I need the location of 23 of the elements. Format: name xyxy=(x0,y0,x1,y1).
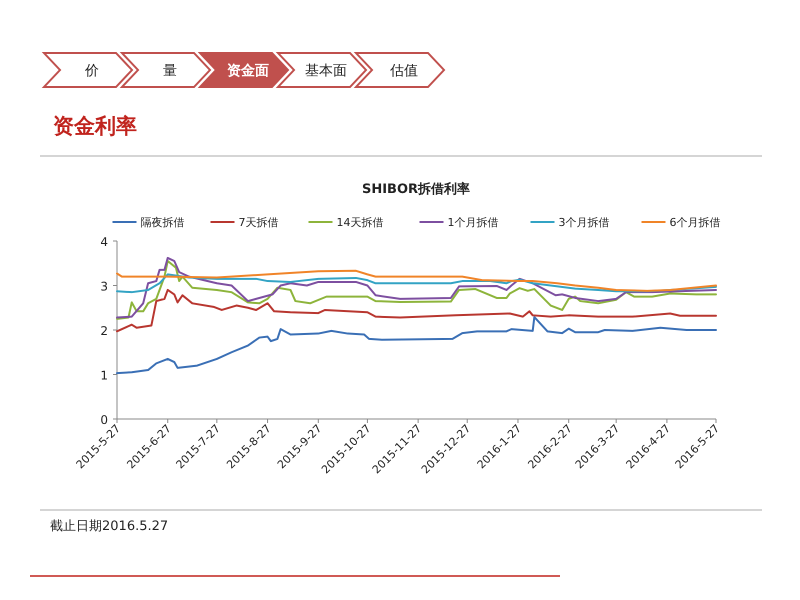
line-series xyxy=(116,273,717,294)
text: 截止日期2016.5.27 xyxy=(50,519,168,534)
tab: 价 xyxy=(42,52,134,88)
y-tick-label: 1 xyxy=(100,368,108,382)
legend-label: 6个月拆借 xyxy=(670,216,720,229)
tab: 估值 xyxy=(354,52,446,88)
line-series xyxy=(116,288,717,332)
legend-label: 3个月拆借 xyxy=(558,216,610,229)
y-tick-label: 0 xyxy=(100,413,108,427)
legend-label: 7天拆借 xyxy=(238,216,278,229)
text: 资金利率 xyxy=(53,114,137,138)
y-tick-label: 3 xyxy=(100,280,108,294)
legend-label: 隔夜拆借 xyxy=(140,216,184,229)
y-tick-label: 4 xyxy=(100,235,108,249)
y-tick-label: 2 xyxy=(100,324,108,338)
legend-label: 14天拆借 xyxy=(336,216,384,229)
chart-title: SHIBOR拆借利率 xyxy=(362,181,470,197)
tab: 量 xyxy=(120,52,212,88)
line-series xyxy=(116,316,717,374)
line-series xyxy=(116,270,717,292)
legend-label: 1个月拆借 xyxy=(448,216,498,229)
tab: 基本面 xyxy=(276,52,368,88)
tab: 资金面 xyxy=(198,52,290,88)
